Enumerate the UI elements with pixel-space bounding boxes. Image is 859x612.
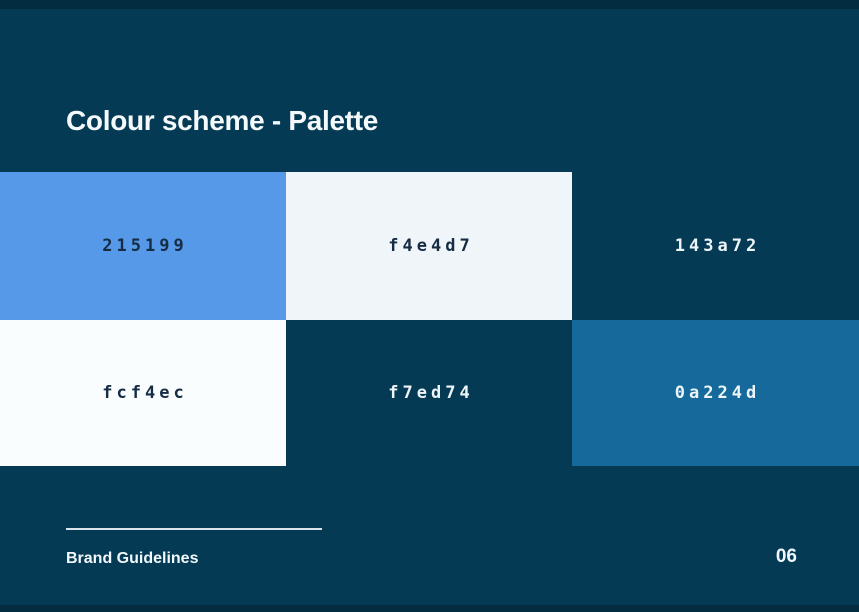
page-title: Colour scheme - Palette [66,104,379,136]
page-number: 06 [775,546,797,567]
footer-rule [66,528,322,530]
palette-swatch-fcf4ec: fcf4ec [0,320,286,466]
swatch-hex-label: f4e4d7 [388,236,474,256]
swatch-hex-label: 0a224d [674,383,761,403]
swatch-hex-label: fcf4ec [102,383,188,403]
swatch-hex-label: f7ed74 [388,383,474,403]
bottom-edge-shade [0,605,859,612]
palette-swatch-143a72: 143a72 [572,172,859,320]
footer-brand-label: Brand Guidelines [66,550,199,567]
palette-swatch-f4e4d7: f4e4d7 [286,172,572,320]
palette-grid: 215199 f4e4d7 143a72 fcf4ec f7ed74 0a224… [0,172,859,466]
palette-swatch-0a224d: 0a224d [572,320,859,466]
swatch-hex-label: 215199 [102,236,188,256]
palette-swatch-215199: 215199 [0,172,286,320]
palette-swatch-f7ed74: f7ed74 [286,320,572,466]
swatch-hex-label: 143a72 [674,236,761,256]
top-edge-shade [0,0,859,9]
